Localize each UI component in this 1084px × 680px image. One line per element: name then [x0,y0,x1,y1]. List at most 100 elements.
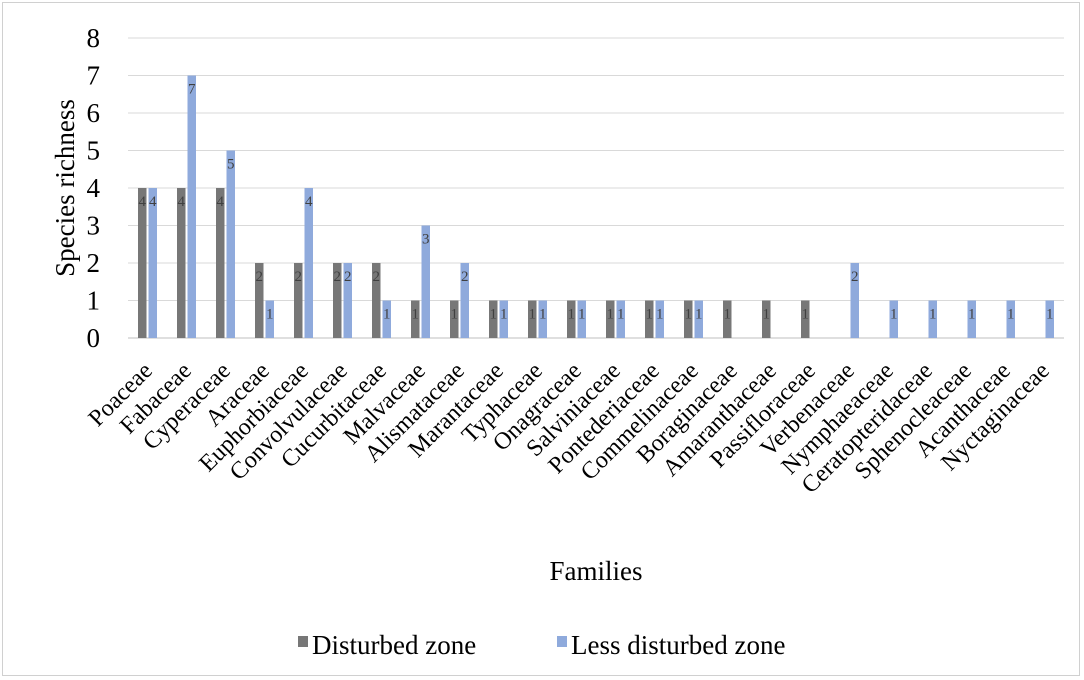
data-label: 1 [685,307,693,323]
y-tick-label: 4 [87,173,101,203]
bar-less-disturbed-fabaceae [187,75,196,338]
y-axis-ticks: 0 1 2 3 4 5 6 7 8 [87,23,101,353]
bars [138,75,1054,338]
data-label: 1 [568,307,576,323]
bar-disturbed-pontederiaceae [645,300,654,338]
category-labels: PoaceaeFabaceaeCyperaceaeAraceaeEuphorbi… [84,358,1055,499]
data-label: 1 [529,307,537,323]
y-tick-label: 8 [87,23,101,53]
bar-disturbed-typhaceae [528,300,537,338]
data-label: 1 [500,307,508,323]
bar-disturbed-boraginaceae [723,300,732,338]
data-label: 4 [139,194,147,210]
bar-disturbed-fabaceae [177,188,186,338]
data-label: 1 [412,307,420,323]
y-tick-label: 0 [87,323,101,353]
data-label: 1 [1046,307,1054,323]
bar-disturbed-euphorbiaceae [294,263,303,338]
data-label: 1 [656,307,664,323]
x-axis-title: Families [550,556,643,586]
bar-less-disturbed-salviniaceae [616,300,625,338]
bar-less-disturbed-cucurbitaceae [382,300,391,338]
y-tick-label: 5 [87,136,101,166]
y-tick-label: 7 [87,61,101,91]
data-label: 1 [578,307,586,323]
bar-disturbed-cucurbitaceae [372,263,381,338]
data-label: 7 [188,82,196,98]
legend: Disturbed zone Less disturbed zone [298,630,785,660]
data-label: 1 [695,307,703,323]
bar-less-disturbed-euphorbiaceae [304,188,313,338]
data-label: 1 [266,307,274,323]
data-label: 1 [929,307,937,323]
bar-less-disturbed-convolvulaceae [343,263,352,338]
bar-less-disturbed-verbenaceae [850,263,859,338]
data-label: 1 [646,307,654,323]
bar-less-disturbed-sphenocleaceae [967,300,976,338]
data-label: 2 [334,269,342,285]
data-label: 4 [217,194,225,210]
bar-less-disturbed-araceae [265,300,274,338]
data-label: 5 [227,157,235,173]
bar-disturbed-amaranthaceae [762,300,771,338]
bar-less-disturbed-cyperaceae [226,150,235,338]
data-label: 1 [1007,307,1015,323]
bar-disturbed-convolvulaceae [333,263,342,338]
bar-disturbed-cyperaceae [216,188,225,338]
data-label: 1 [451,307,459,323]
bar-less-disturbed-commelinaceae [694,300,703,338]
legend-swatch [298,636,308,647]
bar-disturbed-passifloraceae [801,300,810,338]
bar-disturbed-poaceae [138,188,147,338]
bar-less-disturbed-nyctaginaceae [1045,300,1054,338]
data-label: 3 [422,232,430,248]
legend-label: Less disturbed zone [571,630,785,660]
bar-disturbed-alismataceae [450,300,459,338]
y-axis-title: Species richness [50,99,80,277]
data-label: 4 [149,194,157,210]
data-label: 2 [295,269,303,285]
legend-swatch [557,636,567,647]
bar-disturbed-commelinaceae [684,300,693,338]
bar-less-disturbed-typhaceae [538,300,547,338]
data-label: 1 [617,307,625,323]
legend-label: Disturbed zone [312,630,476,660]
data-label: 1 [607,307,615,323]
bar-less-disturbed-alismataceae [460,263,469,338]
bar-less-disturbed-onagraceae [577,300,586,338]
bar-disturbed-salviniaceae [606,300,615,338]
data-label: 1 [968,307,976,323]
bar-disturbed-araceae [255,263,264,338]
y-tick-label: 6 [87,98,101,128]
data-label: 2 [256,269,264,285]
bar-less-disturbed-acanthaceae [1006,300,1015,338]
bar-less-disturbed-marantaceae [499,300,508,338]
bar-less-disturbed-malvaceae [421,225,430,338]
data-label: 2 [851,269,859,285]
data-label: 2 [373,269,381,285]
data-label: 2 [461,269,469,285]
data-label: 1 [802,307,810,323]
data-label: 1 [539,307,547,323]
bar-less-disturbed-nymphaeaceae [889,300,898,338]
bar-disturbed-marantaceae [489,300,498,338]
y-tick-label: 2 [87,248,101,278]
y-tick-label: 1 [87,286,101,316]
data-label: 1 [763,307,771,323]
data-label: 1 [724,307,732,323]
data-label: 4 [305,194,313,210]
data-label: 1 [490,307,498,323]
bar-disturbed-onagraceae [567,300,576,338]
data-label: 4 [178,194,186,210]
data-label: 1 [890,307,898,323]
bar-less-disturbed-ceratopteridaceae [928,300,937,338]
bar-less-disturbed-pontederiaceae [655,300,664,338]
bar-less-disturbed-poaceae [148,188,157,338]
gridlines [128,37,1064,339]
data-label: 1 [383,307,391,323]
bar-disturbed-malvaceae [411,300,420,338]
data-label: 2 [344,269,352,285]
y-tick-label: 3 [87,211,101,241]
